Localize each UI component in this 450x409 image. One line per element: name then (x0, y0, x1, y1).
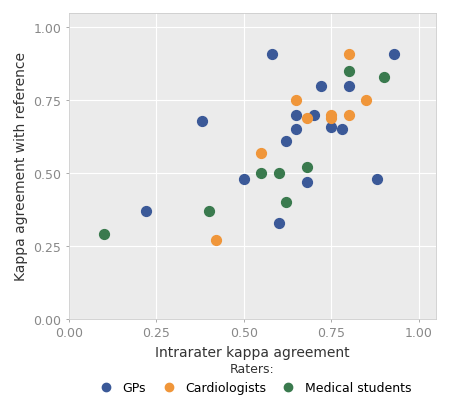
Point (292, 98, 300, 104)
Point (275, 171, 283, 177)
Point (292, 112, 300, 119)
Point (142, 208, 149, 215)
Point (100, 231, 108, 238)
Point (292, 127, 300, 133)
Point (317, 83, 324, 90)
Point (328, 112, 335, 119)
Point (303, 164, 310, 171)
Point (282, 139, 289, 145)
Point (328, 115, 335, 122)
Point (275, 220, 283, 227)
Point (363, 98, 370, 104)
Point (303, 179, 310, 186)
Point (282, 200, 289, 206)
Point (258, 171, 265, 177)
Point (373, 176, 380, 183)
Point (240, 176, 248, 183)
Point (345, 51, 352, 58)
Point (380, 74, 387, 81)
Point (310, 112, 317, 119)
Point (345, 112, 352, 119)
Point (268, 51, 275, 58)
Point (338, 127, 345, 133)
Point (212, 237, 220, 244)
Point (198, 118, 206, 125)
Point (391, 51, 398, 58)
Point (328, 124, 335, 130)
Point (205, 208, 212, 215)
Legend: GPs, Cardiologists, Medical students: GPs, Cardiologists, Medical students (90, 359, 415, 398)
X-axis label: Intrarater kappa agreement: Intrarater kappa agreement (155, 345, 350, 359)
Point (258, 150, 265, 157)
Point (345, 69, 352, 75)
Point (303, 115, 310, 122)
Y-axis label: Kappa agreement with reference: Kappa agreement with reference (14, 52, 28, 281)
Point (345, 83, 352, 90)
